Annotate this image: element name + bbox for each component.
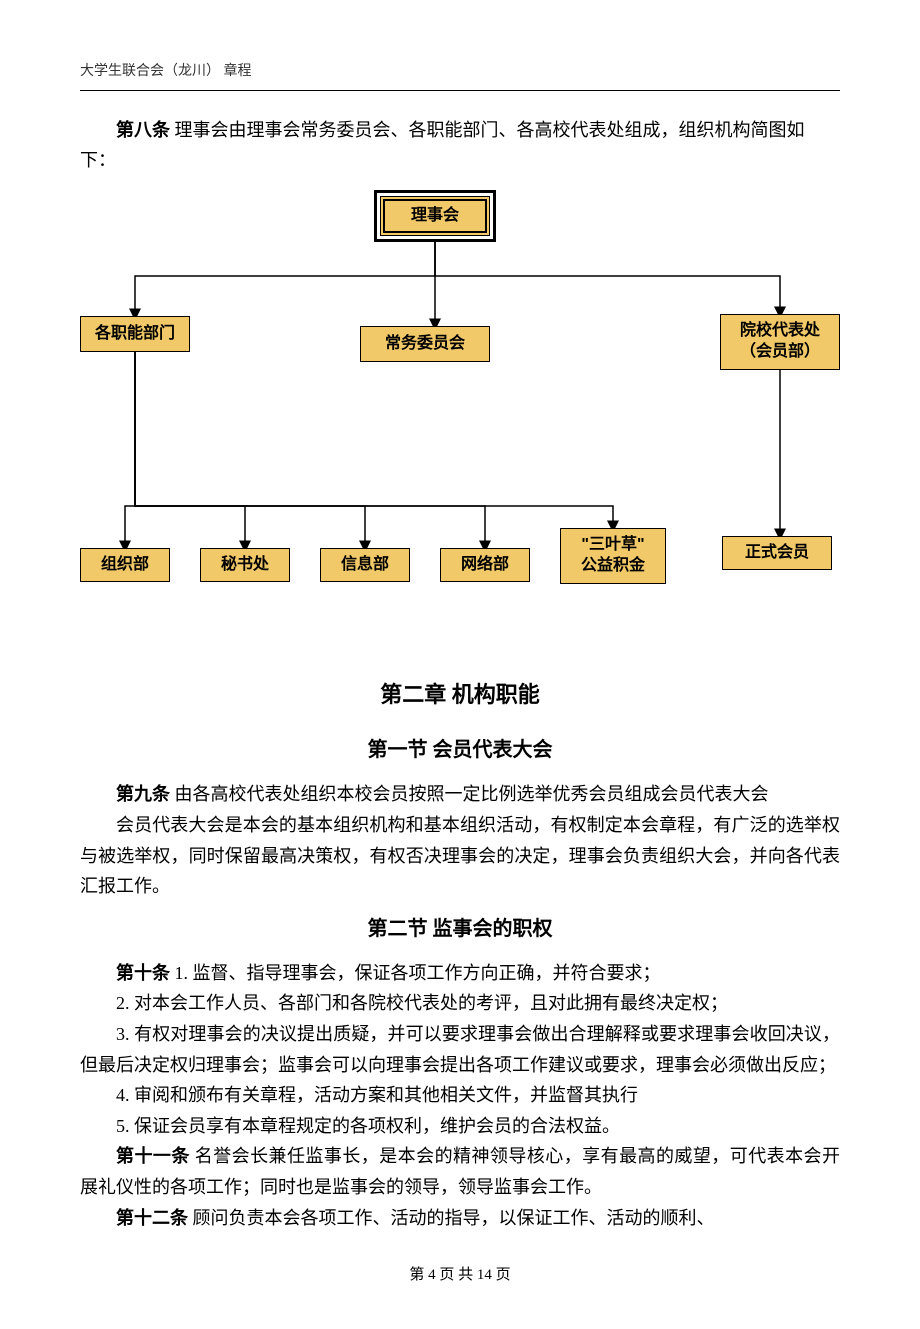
- org-node-net: 网络部: [440, 548, 530, 582]
- article-9-p1: 第九条 由各高校代表处组织本校会员按照一定比例选举优秀会员组成会员代表大会: [80, 779, 840, 810]
- org-node-org: 组织部: [80, 548, 170, 582]
- page-footer: 第 4 页 共 14 页: [80, 1263, 840, 1289]
- article-10-item-5: 5. 保证会员享有本章程规定的各项权利，维护会员的合法权益。: [80, 1111, 840, 1142]
- document-header: 大学生联合会（龙川） 章程: [80, 60, 840, 91]
- chapter-2-title: 第二章 机构职能: [80, 676, 840, 713]
- article-9-p2: 会员代表大会是本会的基本组织机构和基本组织活动，有权制定本会章程，有广泛的选举权…: [80, 810, 840, 902]
- article-10-item-1: 第十条 1. 监督、指导理事会，保证各项工作方向正确，并符合要求；: [80, 958, 840, 989]
- section-2-title: 第二节 监事会的职权: [80, 912, 840, 946]
- org-edge-dept-info: [135, 352, 365, 548]
- article-10-item-3: 3. 有权对理事会的决议提出质疑，并可以要求理事会做出合理解释或要求理事会收回决…: [80, 1019, 840, 1080]
- article-12: 第十二条 顾问负责本会各项工作、活动的指导，以保证工作、活动的顺利、: [80, 1203, 840, 1234]
- org-node-fund: "三叶草" 公益积金: [560, 528, 666, 584]
- article-12-label: 第十二条: [116, 1208, 188, 1228]
- article-12-text: 顾问负责本会各项工作、活动的指导，以保证工作、活动的顺利、: [188, 1208, 715, 1228]
- org-node-dept: 各职能部门: [80, 316, 190, 352]
- org-chart: 理事会各职能部门 常务委员会 院校代表处 （会员部） 组织部秘书处信息部网络部 "三叶草…: [80, 196, 840, 616]
- org-node-sec: 秘书处: [200, 548, 290, 582]
- org-node-info: 信息部: [320, 548, 410, 582]
- article-11-text: 名誉会长兼任监事长，是本会的精神领导核心，享有最高的威望，可代表本会开展礼仪性的…: [80, 1146, 840, 1197]
- org-node-root: 理事会: [380, 196, 490, 236]
- article-8-label: 第八条: [116, 120, 170, 140]
- org-node-member: 正式会员: [722, 536, 832, 570]
- org-edge-dept-net: [135, 352, 485, 548]
- org-edge-root-dept: [135, 240, 435, 316]
- article-9-label: 第九条: [116, 784, 170, 804]
- org-edge-root-school: [435, 240, 780, 314]
- article-11-label: 第十一条: [116, 1146, 190, 1166]
- article-10-text-1: 1. 监督、指导理事会，保证各项工作方向正确，并符合要求；: [170, 963, 661, 983]
- org-edge-dept-fund: [135, 352, 613, 528]
- org-edge-dept-org: [125, 352, 135, 548]
- section-1-title: 第一节 会员代表大会: [80, 733, 840, 767]
- article-10-item-4: 4. 审阅和颁布有关章程，活动方案和其他相关文件，并监督其执行: [80, 1080, 840, 1111]
- page-container: 大学生联合会（龙川） 章程 第八条 理事会由理事会常务委员会、各职能部门、各高校…: [0, 0, 920, 1329]
- article-10-label: 第十条: [116, 963, 170, 983]
- article-9-text-1: 由各高校代表处组织本校会员按照一定比例选举优秀会员组成会员代表大会: [170, 784, 769, 804]
- org-node-school: 院校代表处 （会员部）: [720, 314, 840, 370]
- article-8-text: 理事会由理事会常务委员会、各职能部门、各高校代表处组成，组织机构简图如下：: [80, 120, 805, 171]
- article-10-item-2: 2. 对本会工作人员、各部门和各院校代表处的考评，且对此拥有最终决定权；: [80, 988, 840, 1019]
- article-11: 第十一条 名誉会长兼任监事长，是本会的精神领导核心，享有最高的威望，可代表本会开…: [80, 1141, 840, 1202]
- article-8-lead: 第八条 理事会由理事会常务委员会、各职能部门、各高校代表处组成，组织机构简图如下…: [80, 115, 840, 176]
- org-edge-dept-sec: [135, 352, 245, 548]
- org-node-exec: 常务委员会: [360, 326, 490, 362]
